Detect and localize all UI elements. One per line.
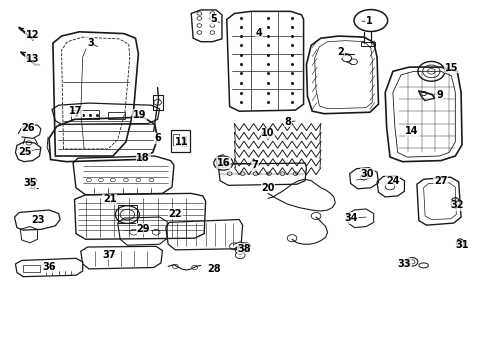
- Bar: [108, 112, 125, 119]
- Text: 3: 3: [87, 38, 94, 48]
- Text: 38: 38: [237, 244, 251, 254]
- Text: 4: 4: [256, 27, 263, 37]
- Text: 29: 29: [136, 224, 150, 234]
- Text: 37: 37: [103, 250, 116, 260]
- Text: 20: 20: [261, 183, 275, 193]
- Text: 26: 26: [21, 123, 35, 133]
- Text: 14: 14: [405, 126, 419, 136]
- Text: 28: 28: [207, 264, 220, 274]
- Text: 21: 21: [103, 194, 116, 204]
- Text: 36: 36: [42, 262, 56, 273]
- Text: 25: 25: [18, 148, 32, 157]
- Bar: [361, 42, 375, 46]
- Text: 18: 18: [136, 153, 150, 163]
- Text: 9: 9: [436, 90, 443, 100]
- Text: 17: 17: [69, 106, 83, 116]
- Bar: [118, 206, 137, 223]
- Text: 2: 2: [338, 47, 344, 57]
- Bar: [23, 265, 40, 273]
- Text: 1: 1: [366, 16, 372, 26]
- Text: 5: 5: [210, 14, 217, 24]
- Text: 16: 16: [217, 158, 230, 168]
- Text: 12: 12: [26, 30, 40, 40]
- Bar: [173, 134, 179, 145]
- Text: 6: 6: [154, 133, 161, 143]
- Text: 27: 27: [434, 176, 448, 186]
- Text: 34: 34: [345, 213, 358, 223]
- Text: 35: 35: [23, 178, 37, 188]
- Text: 23: 23: [31, 215, 44, 225]
- Text: 30: 30: [361, 168, 374, 179]
- Text: 10: 10: [261, 129, 275, 139]
- Bar: [153, 95, 163, 110]
- Text: 13: 13: [26, 54, 40, 64]
- Text: 32: 32: [450, 201, 464, 210]
- Text: 33: 33: [398, 259, 411, 269]
- Text: 19: 19: [133, 110, 146, 120]
- Text: 15: 15: [445, 63, 458, 73]
- Text: 31: 31: [455, 240, 469, 250]
- Text: 22: 22: [169, 208, 182, 219]
- Text: 8: 8: [285, 117, 292, 127]
- Text: 7: 7: [251, 160, 258, 170]
- Text: 24: 24: [386, 176, 400, 186]
- Bar: [71, 111, 99, 119]
- Text: 11: 11: [175, 137, 188, 147]
- Bar: [171, 130, 190, 153]
